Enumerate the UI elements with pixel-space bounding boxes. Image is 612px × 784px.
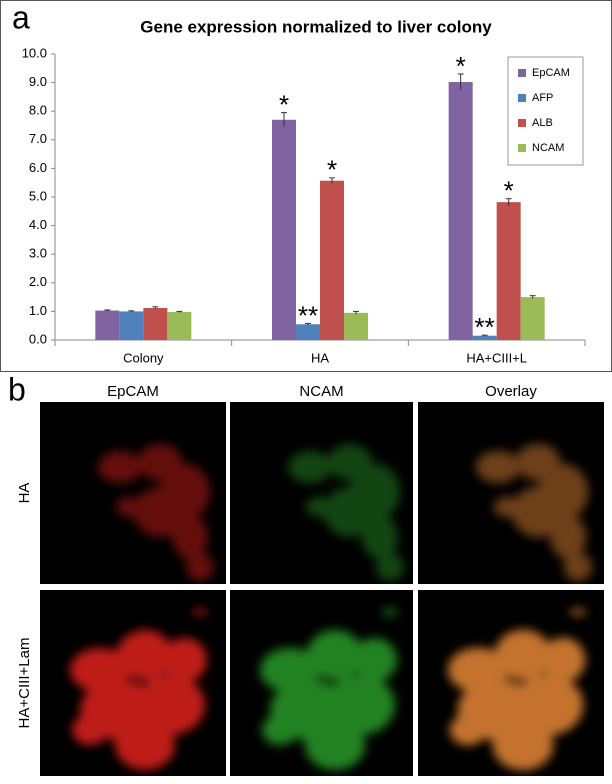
legend-swatch xyxy=(518,94,526,102)
bar xyxy=(167,311,192,340)
bar xyxy=(296,324,320,340)
legend-label: AFP xyxy=(532,92,553,104)
bar xyxy=(143,307,168,340)
bar xyxy=(496,202,521,340)
significance-marker: ** xyxy=(475,312,495,342)
y-tick-label: 6.0 xyxy=(29,160,47,175)
legend-label: NCAM xyxy=(532,142,564,154)
y-tick-label: 2.0 xyxy=(29,274,47,289)
x-tick-label: HA xyxy=(311,350,329,365)
legend-label: ALB xyxy=(532,117,553,129)
bar xyxy=(520,297,545,340)
y-tick-label: 7.0 xyxy=(29,131,47,146)
bar xyxy=(344,312,368,340)
panel-label: a xyxy=(12,0,30,35)
y-tick-label: 4.0 xyxy=(29,217,47,232)
row-header: HA xyxy=(16,483,33,504)
y-tick-label: 10.0 xyxy=(22,45,47,60)
y-tick-label: 3.0 xyxy=(29,246,47,261)
y-tick-label: 8.0 xyxy=(29,103,47,118)
column-header: NCAM xyxy=(299,383,343,400)
bar xyxy=(448,82,473,340)
column-header: Overlay xyxy=(485,383,537,400)
significance-marker: * xyxy=(456,51,466,81)
y-tick-label: 0.0 xyxy=(29,331,47,346)
bar xyxy=(119,311,144,340)
y-tick-label: 5.0 xyxy=(29,188,47,203)
bar xyxy=(472,335,497,340)
image-grid: EpCAM NCAM Overlay HA HA+CIII+Lam xyxy=(16,383,604,776)
x-tick-label: Colony xyxy=(123,350,164,365)
x-tick-label: HA+CIII+L xyxy=(466,350,527,365)
y-tick-label: 9.0 xyxy=(29,74,47,89)
bar xyxy=(320,180,344,340)
bar xyxy=(95,310,120,340)
column-header: EpCAM xyxy=(107,383,159,400)
chart-title: Gene expression normalized to liver colo… xyxy=(140,17,492,36)
legend-swatch xyxy=(518,69,526,77)
significance-marker: * xyxy=(279,90,289,120)
legend-swatch xyxy=(518,144,526,152)
legend-swatch xyxy=(518,119,526,127)
legend-label: EpCAM xyxy=(532,67,570,79)
significance-marker: ** xyxy=(298,300,318,330)
panel-label: b xyxy=(8,371,26,407)
bar xyxy=(272,119,296,340)
significance-marker: * xyxy=(504,176,514,206)
row-header: HA+CIII+Lam xyxy=(16,638,33,729)
significance-marker: * xyxy=(327,155,337,185)
y-tick-label: 1.0 xyxy=(29,303,47,318)
